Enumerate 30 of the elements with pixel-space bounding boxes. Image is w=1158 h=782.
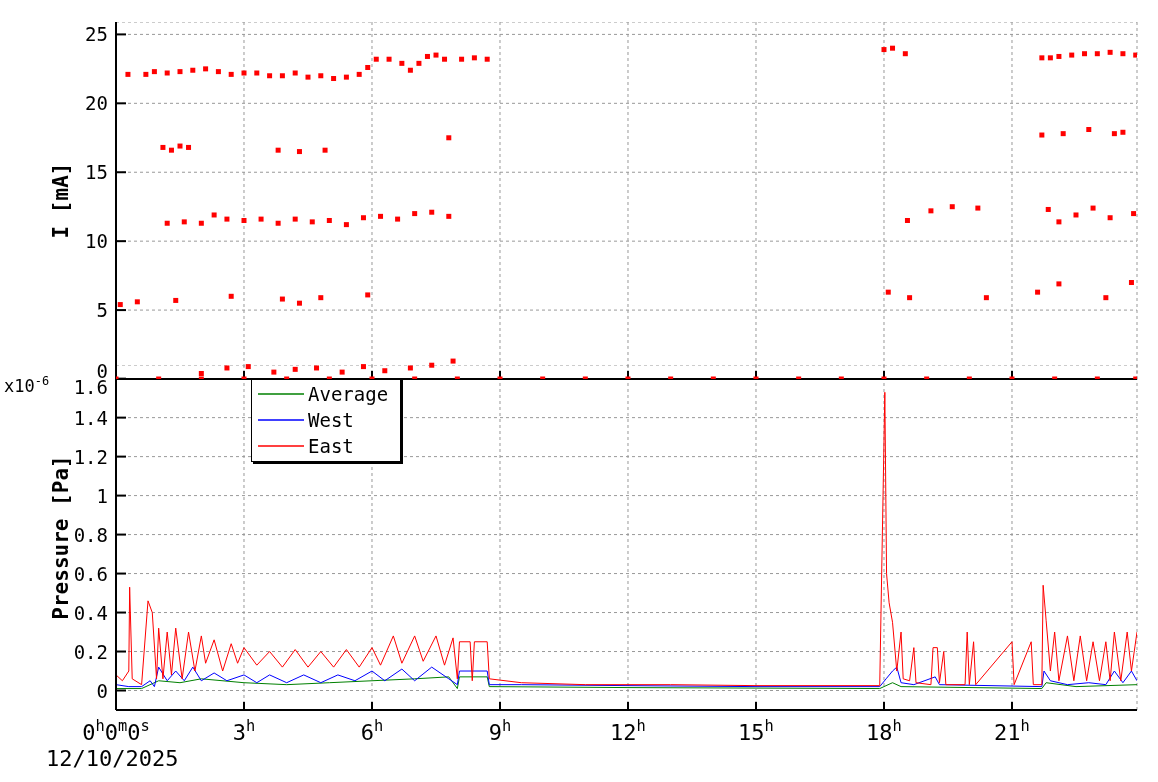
text: x10$^{-6}$: [4, 374, 50, 396]
y-tick-label: 0.4: [73, 601, 108, 624]
x-tick-label: 12$^{h}$: [610, 717, 646, 745]
legend-label: East: [308, 435, 354, 457]
x-tick-label: 6$^{h}$: [360, 717, 384, 745]
x-tick-label: 21$^{h}$: [994, 717, 1030, 745]
y-tick-label: 5: [96, 299, 108, 322]
y-tick-label: 0: [96, 679, 108, 702]
y-tick-label: 1.4: [73, 406, 108, 429]
y-tick-label: 0.8: [73, 523, 108, 546]
x-tick-label: 9$^{h}$: [488, 717, 512, 745]
y-tick-label: 1.2: [73, 445, 108, 468]
y-tick-label: 1: [96, 484, 108, 507]
y-axis-title: I [mA]: [49, 162, 73, 239]
line-series: [116, 676, 1137, 690]
legend-label: Average: [308, 383, 389, 405]
legend-label: West: [308, 409, 354, 431]
line-series: [116, 666, 1137, 688]
x-tick-label: 15$^{h}$: [738, 717, 774, 745]
y-axis-title: Pressure [Pa]: [49, 455, 73, 620]
x-tick-label: 3$^{h}$: [232, 717, 256, 745]
y-tick-label: 20: [85, 92, 108, 115]
y-tick-label: 0.6: [73, 562, 108, 585]
x-tick-label: 0$^{h}$0$^{m}$0$^{s}$: [82, 717, 150, 745]
x-tick-label: 18$^{h}$: [866, 717, 902, 745]
y-tick-label: 15: [85, 161, 108, 184]
y-tick-label: 0.2: [73, 640, 108, 663]
y-tick-label: 25: [85, 23, 108, 46]
y-tick-label: 10: [85, 230, 108, 253]
text: 12/10/2025: [46, 746, 179, 771]
